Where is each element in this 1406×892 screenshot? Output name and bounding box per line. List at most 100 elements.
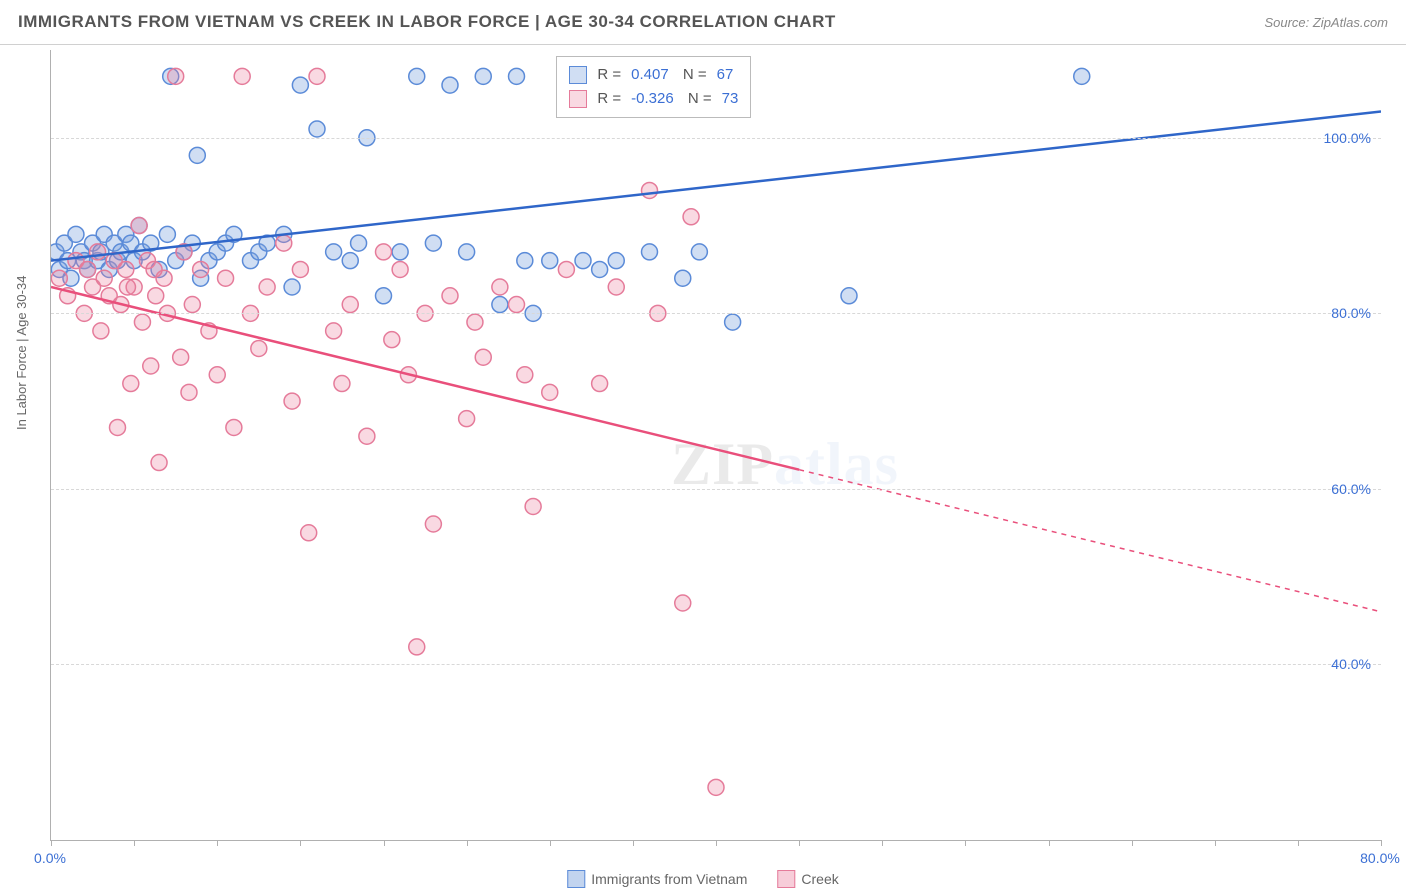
data-point [492, 279, 508, 295]
data-point [68, 226, 84, 242]
data-point [525, 498, 541, 514]
data-point [284, 393, 300, 409]
data-point [642, 182, 658, 198]
legend-n-label: N = [684, 87, 712, 111]
data-point [384, 332, 400, 348]
data-point [159, 226, 175, 242]
data-point [184, 297, 200, 313]
data-point [725, 314, 741, 330]
y-axis-label: In Labor Force | Age 30-34 [14, 276, 29, 430]
x-tick [134, 840, 135, 846]
data-point [459, 244, 475, 260]
data-point [143, 358, 159, 374]
plot-area: ZIPatlas R =0.407 N =67R =-0.326 N =73 4… [50, 50, 1381, 841]
legend-correlation-row: R = 0.407 N = 67 [569, 63, 738, 87]
data-point [475, 349, 491, 365]
data-point [85, 235, 101, 251]
data-point [392, 261, 408, 277]
data-point [126, 253, 142, 269]
data-point [76, 253, 92, 269]
data-point [134, 244, 150, 260]
data-point [517, 367, 533, 383]
x-tick [633, 840, 634, 846]
legend-r-label: R = [597, 63, 621, 87]
data-point [93, 323, 109, 339]
data-point [334, 376, 350, 392]
data-point [134, 314, 150, 330]
data-point [592, 261, 608, 277]
data-point [276, 226, 292, 242]
data-point [189, 147, 205, 163]
data-point [68, 253, 84, 269]
data-point [342, 253, 358, 269]
data-point [131, 218, 147, 234]
y-tick-label: 80.0% [1331, 305, 1371, 321]
x-tick [384, 840, 385, 846]
data-point [119, 279, 135, 295]
legend-swatch [777, 870, 795, 888]
data-point [608, 279, 624, 295]
legend-swatch [569, 90, 587, 108]
data-point [409, 639, 425, 655]
legend-n-value: 67 [717, 63, 734, 87]
x-tick [799, 840, 800, 846]
y-tick-label: 40.0% [1331, 656, 1371, 672]
data-point [218, 235, 234, 251]
data-point [131, 218, 147, 234]
data-point [80, 261, 96, 277]
data-point [259, 235, 275, 251]
x-tick [882, 840, 883, 846]
x-tick-label: 80.0% [1360, 850, 1400, 866]
data-point [592, 376, 608, 392]
data-point [209, 244, 225, 260]
gridline [51, 313, 1381, 314]
data-point [259, 279, 275, 295]
data-point [542, 253, 558, 269]
data-point [558, 261, 574, 277]
data-point [301, 525, 317, 541]
data-point [575, 253, 591, 269]
data-point [675, 595, 691, 611]
x-tick [550, 840, 551, 846]
data-point [542, 384, 558, 400]
legend-r-label: R = [597, 87, 621, 111]
data-point [123, 376, 139, 392]
x-tick [51, 840, 52, 846]
data-point [234, 68, 250, 84]
regression-line [51, 111, 1381, 260]
data-point [110, 253, 126, 269]
data-point [392, 244, 408, 260]
data-point [292, 77, 308, 93]
data-point [359, 428, 375, 444]
gridline [51, 138, 1381, 139]
data-point [442, 77, 458, 93]
data-point [475, 68, 491, 84]
data-point [193, 261, 209, 277]
data-point [176, 244, 192, 260]
legend-r-value: 0.407 [631, 63, 669, 87]
data-point [708, 779, 724, 795]
data-point [163, 68, 179, 84]
legend-correlation-row: R =-0.326 N =73 [569, 87, 738, 111]
x-tick [1298, 840, 1299, 846]
x-tick [965, 840, 966, 846]
legend-n-label: N = [679, 63, 707, 87]
data-point [181, 384, 197, 400]
data-point [113, 297, 129, 313]
data-point [691, 244, 707, 260]
x-tick [467, 840, 468, 846]
y-tick-label: 60.0% [1331, 481, 1371, 497]
data-point [400, 367, 416, 383]
data-point [51, 244, 64, 260]
data-point [106, 235, 122, 251]
data-point [113, 244, 129, 260]
data-point [608, 253, 624, 269]
data-point [148, 288, 164, 304]
data-point [93, 244, 109, 260]
data-point [276, 235, 292, 251]
data-point [326, 244, 342, 260]
data-point [168, 68, 184, 84]
data-point [168, 253, 184, 269]
x-tick [300, 840, 301, 846]
data-point [63, 270, 79, 286]
